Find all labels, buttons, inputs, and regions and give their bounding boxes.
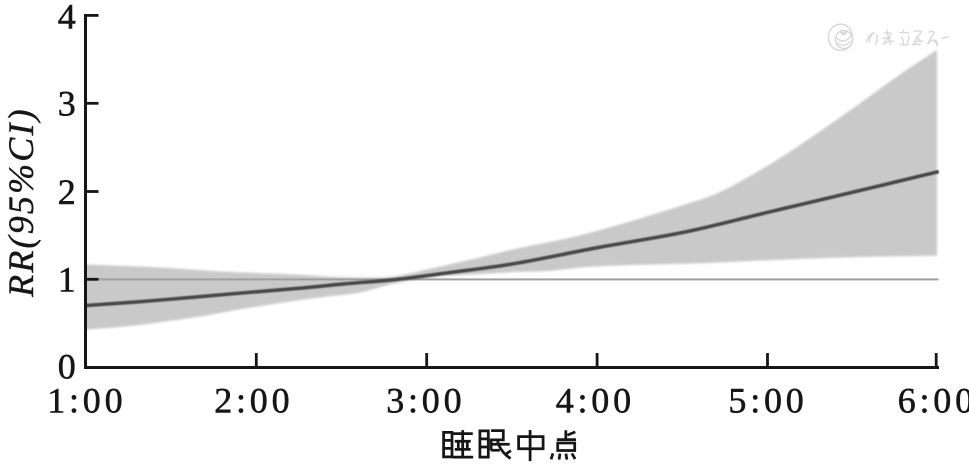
svg-text:3:00: 3:00 bbox=[386, 381, 465, 421]
svg-text:3: 3 bbox=[58, 84, 76, 124]
svg-text:2:00: 2:00 bbox=[214, 381, 293, 421]
svg-text:RR(95%CI): RR(95%CI) bbox=[1, 107, 41, 298]
svg-text:4:00: 4:00 bbox=[556, 381, 635, 421]
svg-text:4: 4 bbox=[58, 0, 76, 36]
svg-text:5:00: 5:00 bbox=[728, 381, 807, 421]
svg-text:0: 0 bbox=[58, 346, 76, 386]
svg-text:1:00: 1:00 bbox=[47, 381, 126, 421]
svg-text:1: 1 bbox=[58, 260, 76, 300]
svg-text:6:00: 6:00 bbox=[898, 381, 969, 421]
svg-text:2: 2 bbox=[58, 172, 76, 212]
